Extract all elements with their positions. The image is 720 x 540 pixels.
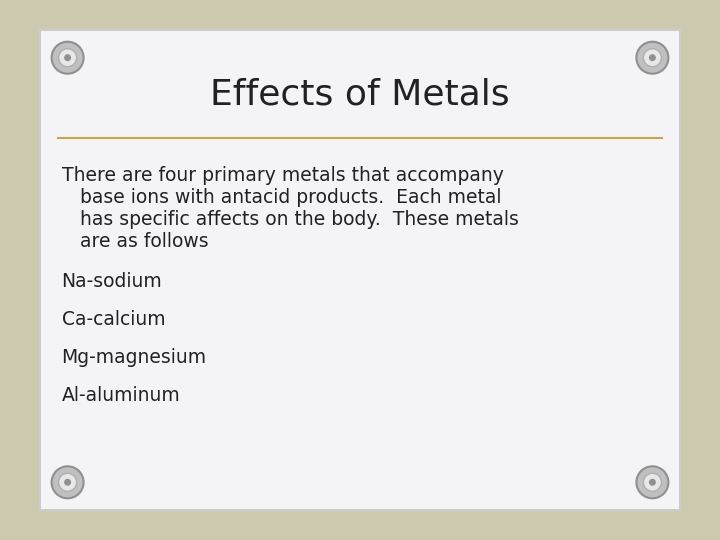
Circle shape <box>636 42 668 73</box>
Text: has specific affects on the body.  These metals: has specific affects on the body. These … <box>62 210 518 229</box>
Circle shape <box>58 473 76 491</box>
Text: Na-sodium: Na-sodium <box>62 272 162 291</box>
Text: There are four primary metals that accompany: There are four primary metals that accom… <box>62 166 503 185</box>
Circle shape <box>649 54 656 61</box>
Circle shape <box>644 49 662 67</box>
Circle shape <box>644 473 662 491</box>
Text: Effects of Metals: Effects of Metals <box>210 78 510 112</box>
Text: Mg-magnesium: Mg-magnesium <box>62 348 207 367</box>
Text: are as follows: are as follows <box>62 232 208 251</box>
Text: base ions with antacid products.  Each metal: base ions with antacid products. Each me… <box>62 188 501 207</box>
Text: Al-aluminum: Al-aluminum <box>62 386 180 404</box>
Circle shape <box>636 467 668 498</box>
Circle shape <box>64 54 71 61</box>
Circle shape <box>64 479 71 486</box>
Circle shape <box>649 479 656 486</box>
Text: Ca-calcium: Ca-calcium <box>62 310 165 329</box>
Circle shape <box>52 467 84 498</box>
Circle shape <box>52 42 84 73</box>
Bar <box>40 30 680 510</box>
Circle shape <box>58 49 76 67</box>
